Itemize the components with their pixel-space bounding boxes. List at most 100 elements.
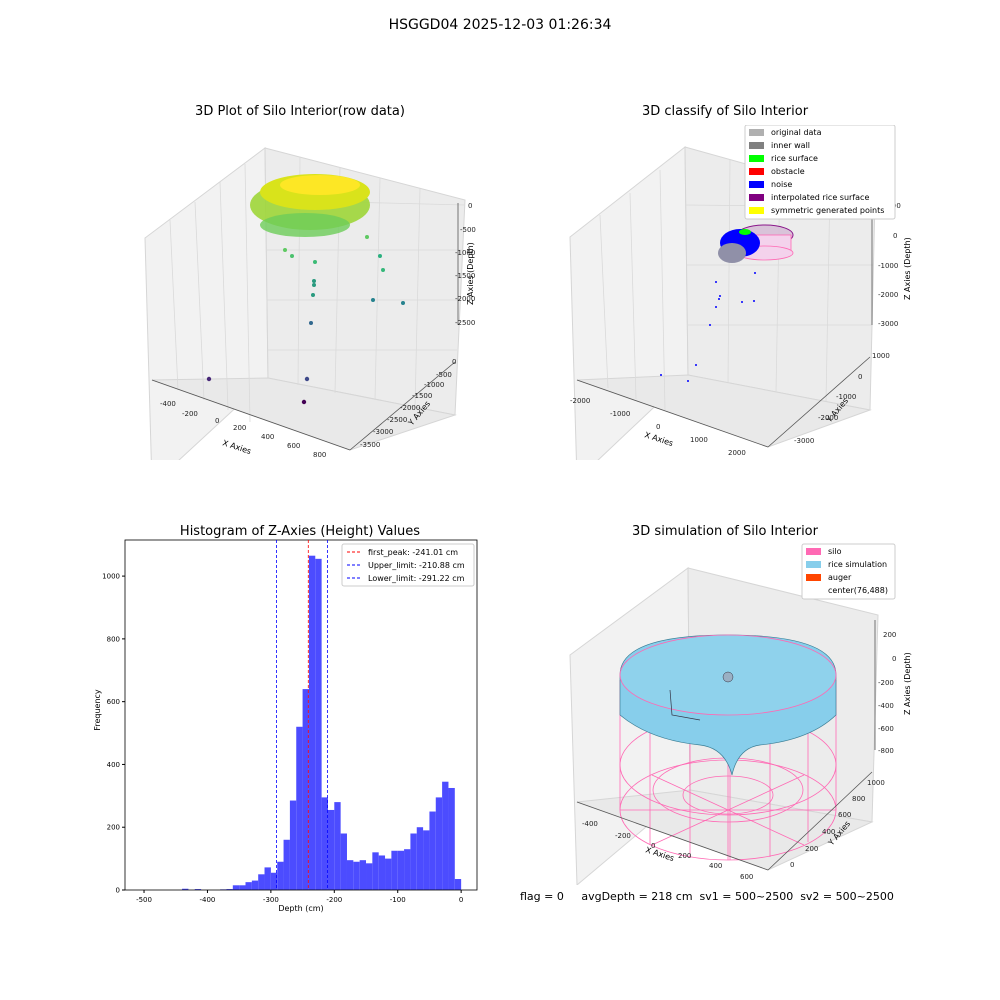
legend-label: rice surface: [771, 154, 818, 163]
sim-ytick: 400: [822, 828, 835, 836]
histogram-xtick-label: 0: [459, 896, 463, 904]
histogram-chart: -500 -400 -300 -200 -100 0 0 200 400 600 800 1000 fi…: [93, 539, 478, 913]
raw-ztick: -2000: [455, 295, 475, 303]
histogram-bar: [182, 888, 189, 890]
raw-ytick: -1500: [412, 392, 432, 400]
raw-xtick: -200: [182, 410, 198, 418]
histogram-bar: [423, 830, 430, 890]
histogram-bar: [194, 889, 202, 890]
classify-x-ticks: -2000 -1000 0 1000 2000: [570, 397, 746, 457]
histogram-bar: [327, 809, 335, 890]
sim-ytick: 800: [852, 795, 865, 803]
sim-ztick: 0: [892, 655, 896, 663]
histogram-bar: [308, 555, 316, 890]
sim-y-ticks: 0 200 400 600 800 1000: [790, 779, 885, 869]
sim-xtick: 400: [709, 862, 722, 870]
raw-3d-axes: [151, 203, 459, 451]
classify-ytick: 1000: [872, 352, 890, 360]
legend-label: obstacle: [771, 167, 805, 176]
sim-ytick: 0: [790, 861, 794, 869]
histogram-bar: [239, 885, 246, 890]
raw-ytick: 0: [452, 358, 456, 366]
raw-ytick: -2000: [400, 404, 420, 412]
legend-swatch: [806, 574, 821, 581]
histogram-ytick-label: 0: [116, 887, 120, 895]
figure-title: HSGGD04 2025-12-03 01:26:34: [388, 17, 612, 33]
histogram-bar: [385, 858, 392, 890]
histogram-bar: [346, 860, 354, 890]
panel3-title: Histogram of Z-Axies (Height) Values: [179, 524, 421, 539]
raw-ytick: -3000: [373, 428, 393, 436]
classify-3d-panes: [569, 145, 876, 460]
histogram-xtick-label: -400: [200, 896, 216, 904]
legend-swatch: [806, 548, 821, 555]
raw-xtick: 0: [215, 417, 219, 425]
rice-surface: [619, 634, 837, 776]
histogram-bar: [277, 861, 284, 890]
histogram-bar: [359, 860, 367, 890]
sim-ztick: -600: [878, 725, 894, 733]
classify-ztick: -3000: [878, 320, 898, 328]
raw-xtick: 200: [233, 424, 246, 432]
panel2-title: 3D classify of Silo Interior: [641, 104, 809, 119]
classify-y-ticks: 1000 0 -1000 -2000 -3000: [794, 352, 890, 445]
sim-legend: silo rice simulation auger center(76,488): [801, 543, 896, 600]
raw-ytick: -2500: [387, 416, 407, 424]
classify-ztick: 0: [893, 232, 897, 240]
raw-xlabel: X Axies: [221, 438, 252, 456]
histogram-bar: [302, 689, 309, 890]
histogram-bar: [372, 852, 379, 890]
histogram-legend-label: first_peak: -241.01 cm: [368, 548, 458, 557]
histogram-bar: [340, 833, 347, 890]
legend-label: rice simulation: [828, 560, 887, 569]
simulation-3d-plot: -400 -200 0 200 400 600 X Axies 0 200 40…: [569, 543, 912, 885]
histogram-bar: [404, 849, 411, 890]
raw-ytick: -1000: [424, 381, 444, 389]
raw-ztick: -2500: [455, 319, 475, 327]
histogram-bar: [416, 827, 424, 890]
histogram-bar: [334, 802, 341, 890]
histogram-bar: [391, 850, 398, 890]
legend-label: auger: [828, 573, 852, 582]
legend-label: noise: [771, 180, 792, 189]
legend-swatch: [749, 168, 764, 175]
classify-ytick: -2000: [818, 414, 838, 422]
histogram-bar: [283, 839, 290, 890]
legend-swatch: [806, 561, 821, 568]
histogram-bar: [448, 787, 455, 890]
legend-label: interpolated rice surface: [771, 193, 869, 202]
histogram-bar: [251, 880, 259, 890]
histogram-legend-label: Lower_limit: -291.22 cm: [368, 574, 465, 583]
raw-points: [206, 174, 405, 405]
raw-ztick: -1000: [455, 249, 475, 257]
status-footer: flag = 0 avgDepth = 218 cm sv1 = 500~250…: [520, 890, 894, 903]
raw-z-ticks: 0 -500 -1000 -1500 -2000 -2500: [455, 202, 476, 327]
histogram-bar: [315, 558, 322, 890]
sim-ytick: 1000: [867, 779, 885, 787]
histogram-ytick-label: 600: [107, 698, 120, 706]
classify-xtick: -1000: [610, 410, 630, 418]
histogram-bar: [232, 885, 240, 890]
histogram-bar: [378, 855, 386, 890]
legend-swatch: [749, 142, 764, 149]
histogram-bar: [226, 889, 233, 890]
histogram-ytick-label: 400: [107, 761, 120, 769]
histogram-xtick-label: -300: [263, 896, 279, 904]
sim-ztick: 200: [883, 631, 896, 639]
sim-3d-axes: [576, 620, 876, 871]
histogram-plot-area: -500 -400 -300 -200 -100 0 0 200 400 600 800 1000 fi…: [102, 539, 478, 904]
classify-3d-plot: -2000 -1000 0 1000 2000 X Axies 1000 0 -…: [569, 125, 912, 460]
classify-xtick: 0: [656, 423, 660, 431]
sim-ztick: -400: [878, 702, 894, 710]
histogram-xtick-label: -100: [390, 896, 406, 904]
raw-x-ticks: -400 -200 0 200 400 600 800: [160, 400, 326, 459]
histogram-ytick-label: 1000: [102, 573, 120, 581]
histogram-bar: [321, 797, 328, 890]
histogram-bar: [270, 872, 278, 890]
classify-ztick: -2000: [878, 291, 898, 299]
classify-z-ticks: 1000 0 -1000 -2000 -3000: [878, 202, 901, 328]
raw-ytick: -3500: [360, 441, 380, 449]
histogram-bar: [410, 833, 417, 890]
classify-ztick: -1000: [878, 262, 898, 270]
sim-xtick: -400: [582, 820, 598, 828]
